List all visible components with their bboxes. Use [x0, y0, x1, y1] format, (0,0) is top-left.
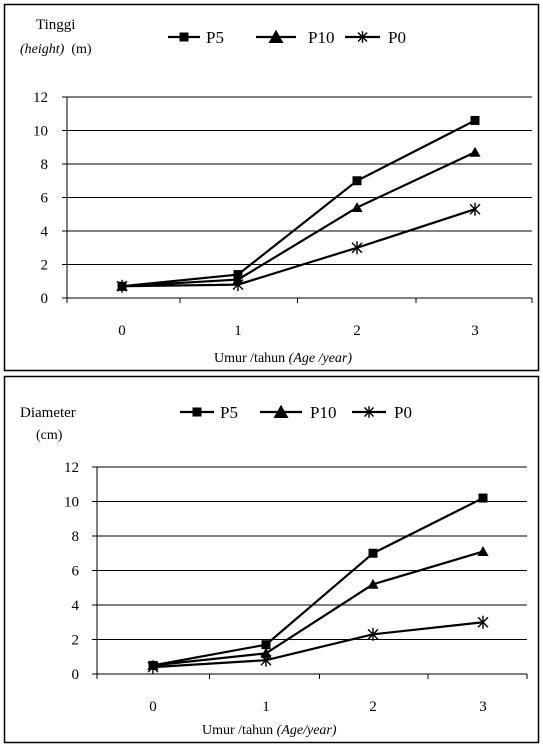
diameter-ytick-label: 12	[64, 460, 79, 476]
height-point-p10	[469, 146, 481, 157]
height-ytick-label: 4	[41, 224, 49, 240]
height-legend-label: P5	[206, 28, 224, 47]
height-point-p0	[351, 241, 363, 255]
diameter-series-line-p5	[152, 497, 484, 667]
height-ytick-label: 6	[41, 191, 49, 207]
height-xtick-label: 3	[471, 323, 479, 339]
diameter-legend: P5 P10 P0	[180, 403, 412, 422]
height-series-p0	[116, 202, 481, 293]
height-ylabel-line2: (height) (m)	[20, 43, 92, 57]
height-ylabel-line1: Tinggi	[36, 17, 76, 33]
diameter-legend-label: P10	[310, 403, 336, 422]
diameter-xtick-label: 2	[369, 699, 377, 715]
height-legend-item-p0: P0	[345, 28, 406, 47]
height-ytick-label: 12	[33, 90, 48, 106]
height-xtick-label: 2	[353, 323, 361, 339]
height-series-line-p0	[121, 208, 476, 288]
height-legend-label: P0	[388, 28, 406, 47]
diameter-series-p10	[147, 546, 489, 670]
height-xtick-label: 0	[118, 323, 126, 339]
diameter-ytick-label: 2	[72, 633, 80, 649]
diameter-ytick-label: 0	[72, 667, 80, 683]
diameter-series-p5	[148, 493, 488, 670]
height-point-p10	[351, 202, 363, 213]
height-legend: P5 P10 P0	[168, 28, 406, 47]
diameter-point-p0	[260, 653, 272, 667]
height-series-p10	[116, 146, 481, 291]
height-legend-marker	[268, 29, 284, 43]
height-legend-item-p5: P5	[168, 28, 224, 47]
height-point-p0	[116, 279, 128, 293]
diameter-legend-marker	[273, 404, 289, 418]
diameter-series-p0	[147, 615, 489, 674]
diameter-series-line-p10	[152, 550, 484, 667]
diameter-series-line-p0	[152, 621, 484, 669]
height-xtick-label: 1	[234, 323, 242, 339]
diameter-chart-panel: 0 2 4 6 8 10 12 0 1 2 3 P5 P10 P0 Diameter (cm) Umur …	[0, 372, 543, 744]
diameter-legend-marker	[192, 407, 202, 417]
diameter-legend-label: P0	[394, 403, 412, 422]
height-ytick-label: 8	[41, 157, 49, 173]
height-ytick-label: 0	[41, 291, 49, 307]
diameter-legend-item-p10: P10	[260, 403, 336, 422]
height-legend-marker	[357, 31, 368, 43]
diameter-point-p0	[147, 660, 159, 674]
diameter-legend-item-p5: P5	[180, 403, 238, 422]
height-ylabel-italic: (height)	[20, 42, 65, 57]
diameter-point-p0	[367, 627, 379, 641]
diameter-point-p5	[478, 493, 488, 503]
height-point-p0	[232, 278, 244, 292]
diameter-legend-label: P5	[220, 403, 238, 422]
diameter-ytick-label: 6	[72, 564, 80, 580]
height-series-line-p5	[121, 119, 476, 288]
height-point-p5	[352, 176, 362, 186]
diameter-xlabel-italic: (Age/year)	[276, 723, 337, 738]
diameter-ytick-label: 10	[64, 495, 79, 511]
diameter-point-p10	[367, 578, 379, 589]
height-xlabel-plain: Umur /tahun	[214, 351, 286, 366]
height-ytick-label: 2	[41, 258, 49, 274]
height-chart-panel: 0 2 4 6 8 10 12 0 1 2 3 P5 P10 P0 Tinggi (height) (m)…	[3, 3, 540, 372]
diameter-xlabel-plain: Umur /tahun	[202, 723, 274, 738]
diameter-chart-frame	[3, 375, 540, 744]
diameter-legend-marker	[364, 406, 374, 418]
height-point-p5	[470, 115, 480, 125]
height-gridlines	[67, 96, 532, 265]
diameter-gridlines	[97, 466, 527, 640]
diameter-point-p5	[368, 548, 378, 558]
height-xlabel: Umur /tahun (Age /year)	[214, 352, 352, 366]
diameter-point-p5	[261, 640, 271, 650]
diameter-point-p10	[260, 647, 272, 658]
height-legend-marker	[179, 32, 189, 42]
diameter-xtick-label: 0	[149, 699, 157, 715]
diameter-point-p10	[477, 546, 489, 557]
height-point-p0	[469, 202, 481, 216]
height-ytick-label: 10	[33, 124, 48, 140]
diameter-xlabel: Umur /tahun (Age/year)	[202, 724, 337, 738]
height-legend-label: P10	[308, 28, 334, 47]
diameter-ytick-label: 8	[72, 529, 80, 545]
diameter-ytick-label: 4	[72, 598, 80, 614]
diameter-legend-item-p0: P0	[352, 403, 412, 422]
diameter-xtick-label: 3	[479, 699, 487, 715]
height-chart-frame	[3, 3, 540, 372]
height-series-line-p10	[121, 151, 476, 288]
height-legend-item-p10: P10	[256, 28, 334, 47]
height-xlabel-italic: (Age /year)	[288, 351, 353, 366]
diameter-ylabel-line1: Diameter	[20, 405, 76, 421]
diameter-xtick-label: 1	[262, 699, 270, 715]
height-ylabel-unit: (m)	[71, 42, 92, 57]
diameter-ylabel-unit: (cm)	[36, 428, 63, 443]
diameter-point-p0	[477, 615, 489, 629]
